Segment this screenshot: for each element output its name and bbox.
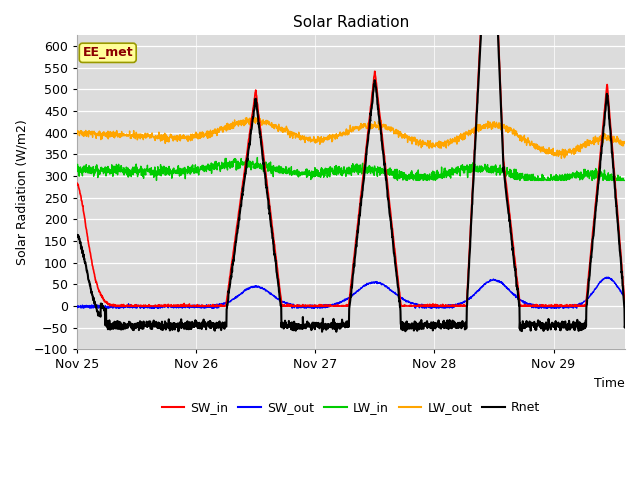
Legend: SW_in, SW_out, LW_in, LW_out, Rnet: SW_in, SW_out, LW_in, LW_out, Rnet [157,396,545,420]
Title: Solar Radiation: Solar Radiation [293,15,409,30]
X-axis label: Time: Time [595,377,625,390]
Text: EE_met: EE_met [83,47,133,60]
Y-axis label: Solar Radiation (W/m2): Solar Radiation (W/m2) [15,120,28,265]
